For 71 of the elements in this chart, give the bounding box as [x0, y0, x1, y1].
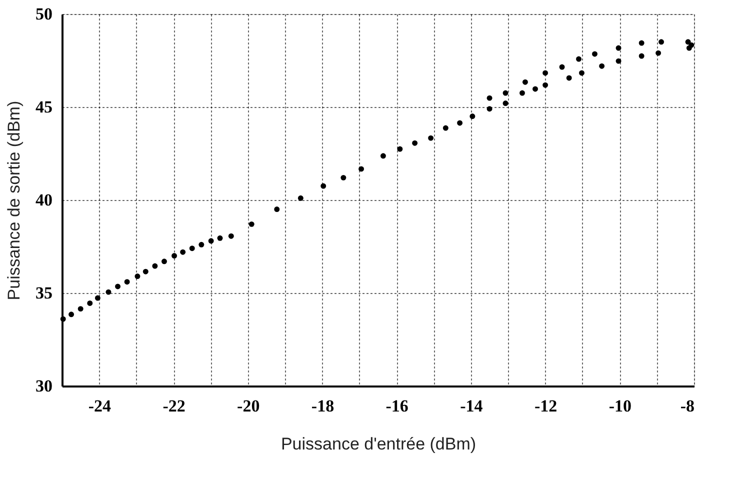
y-axis-title: Puissance de sortie (dBm) [4, 100, 24, 300]
point [576, 56, 582, 62]
point [656, 50, 662, 56]
point [566, 75, 572, 81]
x-tick-label: -8 [680, 396, 694, 416]
point [542, 82, 548, 88]
point [442, 125, 448, 131]
point [457, 120, 463, 126]
point [658, 39, 664, 45]
point [106, 289, 112, 295]
point [134, 274, 140, 279]
point [522, 79, 528, 85]
point [68, 312, 74, 318]
point [502, 100, 508, 106]
point [616, 58, 622, 64]
point [599, 63, 605, 69]
x-tick-label: -16 [386, 396, 408, 416]
x-tick-label: -14 [460, 396, 484, 416]
x-axis-title: Puissance d'entrée (dBm) [280, 434, 476, 454]
point [688, 42, 694, 48]
point [542, 70, 548, 76]
point [298, 195, 304, 201]
x-tick-label: -18 [311, 396, 334, 416]
point [320, 183, 326, 189]
point [397, 146, 403, 152]
y-tick-label: 30 [36, 376, 52, 396]
point [208, 238, 214, 244]
point [502, 90, 508, 96]
y-tick-label: 45 [36, 98, 52, 116]
point [161, 258, 167, 264]
point [94, 295, 100, 301]
y-tick-label: 35 [36, 284, 52, 302]
point [228, 233, 234, 239]
point [592, 51, 598, 57]
point [248, 221, 254, 227]
point [172, 253, 178, 259]
point [217, 235, 223, 241]
x-tick-label: -22 [162, 396, 186, 416]
point [189, 246, 195, 252]
point [60, 316, 66, 322]
y-tick-label: 50 [36, 4, 52, 24]
point [486, 106, 492, 112]
point [358, 166, 364, 172]
point [87, 300, 93, 306]
point [638, 40, 644, 46]
point [470, 114, 476, 120]
point [532, 86, 538, 92]
point [180, 249, 186, 255]
point [198, 242, 204, 248]
point [115, 284, 121, 290]
point [559, 64, 565, 70]
x-tick-label: -12 [534, 396, 558, 416]
point [142, 268, 148, 274]
point [638, 53, 644, 59]
point [412, 140, 418, 146]
x-tick-label: -24 [88, 396, 112, 416]
x-tick-label: -20 [237, 396, 260, 416]
point [428, 135, 434, 141]
point [616, 45, 622, 51]
point [578, 70, 584, 76]
point [124, 279, 130, 285]
point [380, 153, 386, 159]
point [486, 95, 492, 101]
point [78, 306, 84, 312]
point [152, 263, 158, 269]
y-tick-label: 40 [36, 190, 52, 210]
point [274, 206, 280, 212]
point [685, 39, 691, 45]
point [520, 90, 525, 96]
point [340, 174, 346, 180]
x-tick-label: -10 [608, 396, 632, 416]
